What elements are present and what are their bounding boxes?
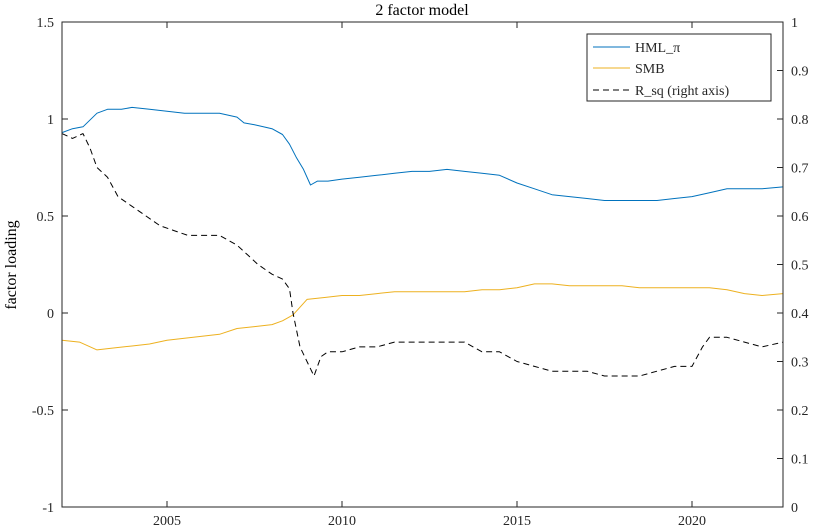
x-tick-label: 2010 <box>328 514 356 529</box>
legend-label-smb: SMB <box>635 62 665 77</box>
y-left-tick-label: 0.5 <box>37 210 55 225</box>
series-layer <box>61 106 784 377</box>
legend-label-hml: HML_π <box>635 41 680 56</box>
ticks-layer: 2005 2010 2015 2020 1.5 1 0.5 0 -0.5 -1 1 0.9 0.8 0.7… <box>32 16 809 529</box>
y-left-tick-label: -1 <box>42 501 54 516</box>
y-left-tick-label: 1 <box>47 113 54 128</box>
y-right-tick-label: 0.5 <box>791 259 809 274</box>
y-right-tick-label: 0.2 <box>791 404 809 419</box>
legend-label-rsq: R_sq (right axis) <box>635 84 729 99</box>
y-right-tick-label: 0.1 <box>791 453 809 468</box>
series-line-smb <box>61 283 784 351</box>
series-line-hml <box>61 106 784 201</box>
y-right-tick-label: 0 <box>791 501 798 516</box>
y-right-tick-label: 0.3 <box>791 356 809 371</box>
y-right-tick-label: 0.8 <box>791 113 809 128</box>
y-left-tick-label: -0.5 <box>32 404 54 419</box>
y-right-tick-label: 0.6 <box>791 210 809 225</box>
y-left-tick-label: 1.5 <box>37 16 55 31</box>
y-right-tick-label: 0.9 <box>791 65 809 80</box>
y-right-tick-label: 1 <box>791 16 798 31</box>
y-right-tick-label: 0.4 <box>791 307 809 322</box>
chart-title: 2 factor model <box>375 2 469 19</box>
x-tick-label: 2020 <box>678 514 706 529</box>
y-right-tick-label: 0.7 <box>791 162 809 177</box>
series-line-rsq <box>61 133 784 377</box>
legend: HML_π SMB R_sq (right axis) <box>586 33 772 102</box>
y-axis-label: factor loading <box>3 220 20 309</box>
x-tick-label: 2015 <box>503 514 531 529</box>
plot-background <box>62 22 783 507</box>
y-left-tick-label: 0 <box>47 307 54 322</box>
x-tick-label: 2005 <box>153 514 181 529</box>
